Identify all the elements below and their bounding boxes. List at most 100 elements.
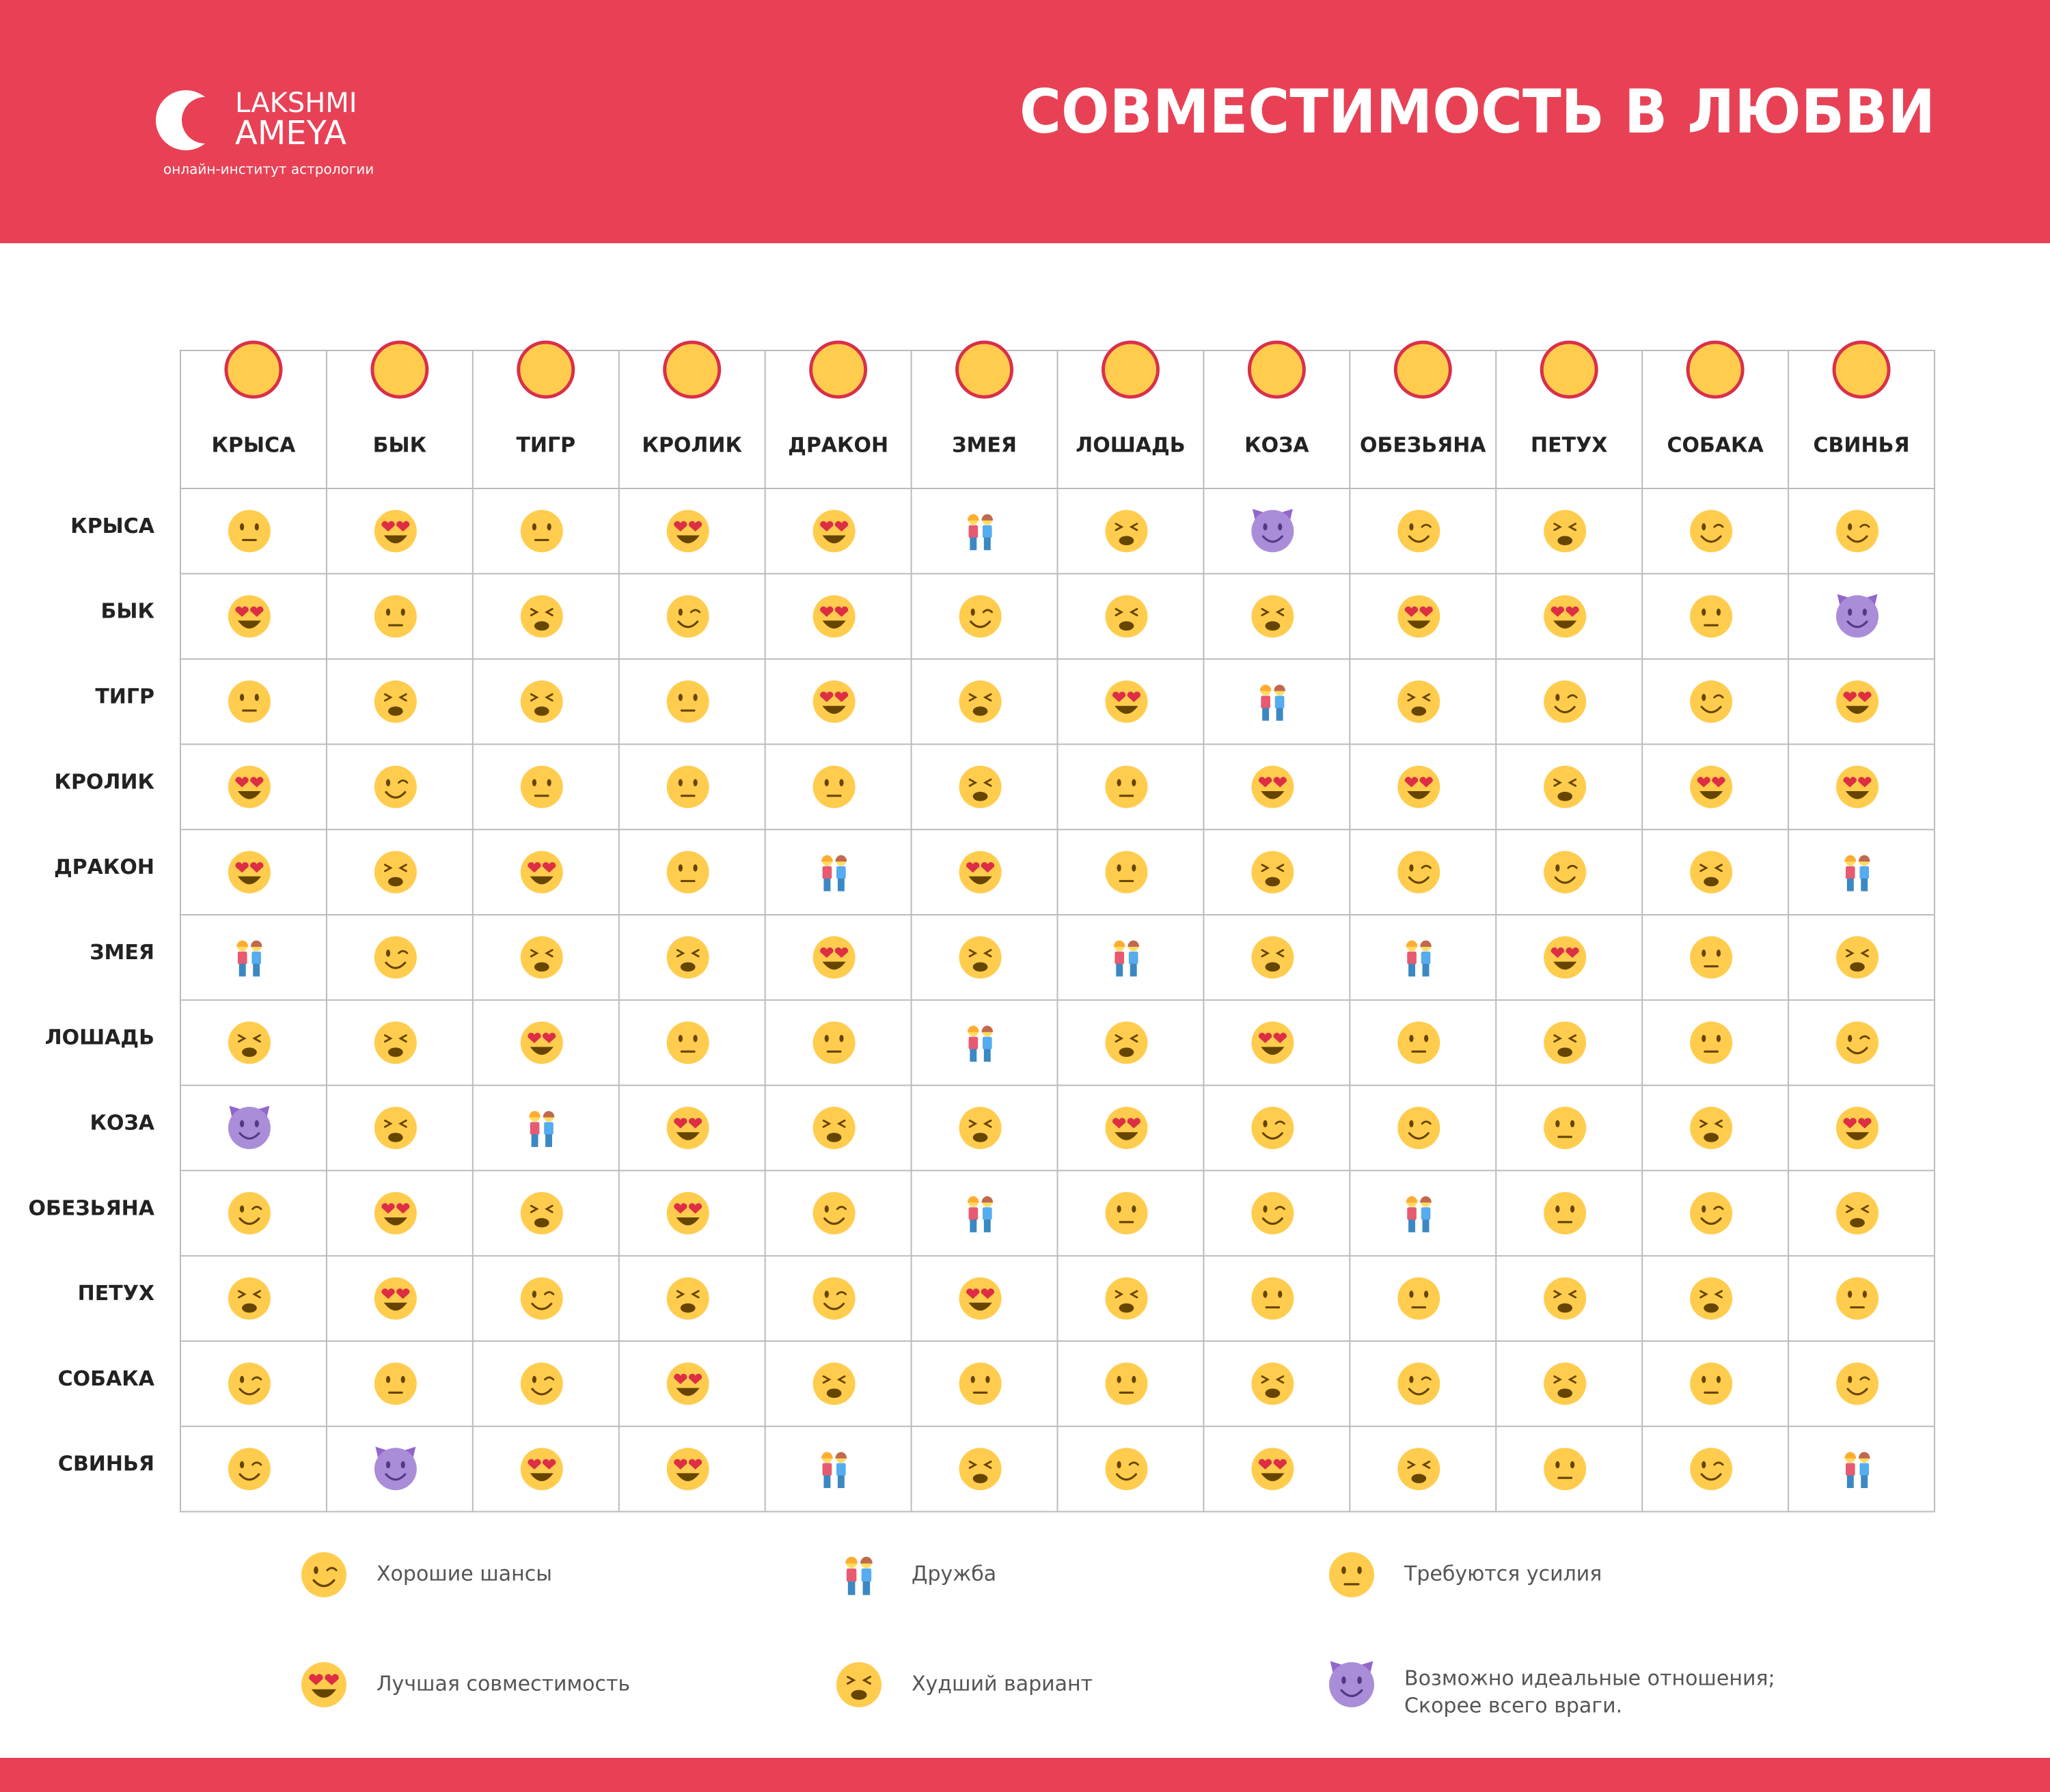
face: [228, 851, 271, 894]
cell-icon: [520, 936, 563, 979]
eye: [1278, 1291, 1283, 1298]
cell-icon: [1836, 765, 1879, 808]
heart: [381, 521, 395, 532]
eye: [1261, 607, 1270, 617]
legs: [1408, 963, 1416, 977]
eye: [1341, 1566, 1346, 1575]
heart: [674, 521, 687, 532]
eye: [238, 1034, 247, 1043]
cell-icon: [236, 940, 262, 977]
eye-wink: [1421, 1120, 1432, 1125]
eye: [1553, 1034, 1562, 1043]
mouth: [388, 1047, 403, 1057]
cell-icon: [1251, 508, 1294, 553]
mouth: [311, 1689, 337, 1698]
mouth: [680, 1303, 696, 1313]
eye: [1129, 1034, 1138, 1043]
cell-icon: [374, 680, 417, 723]
animal-icon: [1247, 340, 1306, 399]
body: [1859, 866, 1870, 879]
legs: [970, 537, 977, 551]
cell-icon: [666, 680, 709, 723]
legs: [862, 1581, 871, 1595]
eye: [545, 949, 554, 958]
eye: [1553, 1290, 1562, 1299]
legs: [1861, 878, 1868, 892]
eye: [847, 1675, 856, 1685]
cell-icon: [1544, 680, 1587, 723]
cell-icon: [1844, 1452, 1870, 1489]
mouth: [530, 876, 554, 885]
cell-icon: [812, 595, 856, 638]
mouth: [1850, 1217, 1865, 1228]
face: [520, 1362, 563, 1405]
column-label: ЛОШАДЬ: [1076, 434, 1185, 458]
mouth: [1115, 1132, 1138, 1140]
face: [1544, 595, 1587, 638]
eye: [970, 1375, 975, 1383]
face: [228, 765, 271, 808]
eye: [1275, 949, 1285, 958]
mouth: [530, 1047, 554, 1056]
face: [520, 680, 563, 723]
eye: [1407, 1460, 1417, 1470]
cell-icon: [1544, 1277, 1587, 1320]
eye: [862, 1675, 871, 1685]
cell-icon: [812, 765, 856, 808]
face: [520, 936, 563, 979]
eye-wink: [689, 609, 701, 614]
hair: [1844, 855, 1857, 862]
heart: [1697, 777, 1710, 788]
cell-icon: [1397, 595, 1440, 638]
eye: [1275, 607, 1285, 617]
face: [374, 1448, 417, 1491]
eye: [254, 523, 259, 531]
cell-icon: [1690, 680, 1733, 723]
mouth: [1704, 877, 1719, 887]
face: [1105, 1021, 1148, 1064]
hair: [981, 1025, 994, 1032]
eye: [398, 693, 407, 702]
heart: [1404, 777, 1419, 788]
body: [1845, 1463, 1855, 1476]
eye-wink: [1859, 1035, 1870, 1040]
legs: [823, 1475, 831, 1489]
face: [374, 1191, 417, 1235]
face: [1836, 765, 1879, 808]
face: [1544, 851, 1587, 894]
eye: [1702, 523, 1706, 531]
face: [520, 510, 563, 553]
eye: [383, 693, 393, 702]
face: [1329, 1552, 1374, 1597]
cell-icon: [1251, 1191, 1294, 1235]
face: [1544, 510, 1587, 553]
face: [228, 510, 271, 553]
heart: [674, 1459, 687, 1470]
mouth: [1845, 706, 1870, 714]
eye: [1409, 864, 1414, 872]
face: [1105, 1277, 1148, 1320]
eye: [1699, 1290, 1708, 1299]
legs: [253, 963, 260, 977]
animal-icon: [663, 340, 722, 399]
body: [822, 1463, 832, 1476]
heart: [981, 861, 995, 873]
eye: [1568, 778, 1577, 787]
face: [666, 851, 709, 894]
face: [1251, 1448, 1294, 1491]
mouth: [1261, 791, 1285, 799]
heart: [325, 1674, 339, 1685]
heart: [528, 1032, 541, 1043]
face: [1397, 1362, 1440, 1405]
eye: [252, 1290, 261, 1299]
heart: [1858, 777, 1872, 788]
mouth: [1261, 1132, 1283, 1140]
face: [1690, 936, 1733, 979]
face: [1544, 1107, 1587, 1149]
cell-icon: [1105, 680, 1148, 723]
body: [544, 1122, 554, 1135]
mouth: [237, 620, 262, 629]
face: [1690, 1191, 1733, 1235]
heart: [1273, 1459, 1287, 1470]
